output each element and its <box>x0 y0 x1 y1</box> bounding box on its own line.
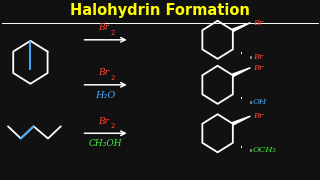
Text: Br: Br <box>253 112 263 120</box>
Text: 2: 2 <box>110 123 115 129</box>
Text: CH₃OH: CH₃OH <box>89 140 123 148</box>
Text: Br: Br <box>99 23 109 32</box>
Text: 2: 2 <box>110 75 115 81</box>
Text: Halohydrin Formation: Halohydrin Formation <box>70 3 250 18</box>
Text: OCH₃: OCH₃ <box>253 146 277 154</box>
Polygon shape <box>233 23 251 32</box>
Text: OH: OH <box>253 98 267 106</box>
Polygon shape <box>233 68 251 77</box>
Text: Br: Br <box>253 64 263 72</box>
Text: Br: Br <box>99 68 109 77</box>
Text: 2: 2 <box>110 30 115 36</box>
Text: Br: Br <box>253 19 263 27</box>
Text: H₂O: H₂O <box>95 91 116 100</box>
Text: Br: Br <box>99 117 109 126</box>
Polygon shape <box>233 116 251 125</box>
Text: Br: Br <box>253 53 263 61</box>
